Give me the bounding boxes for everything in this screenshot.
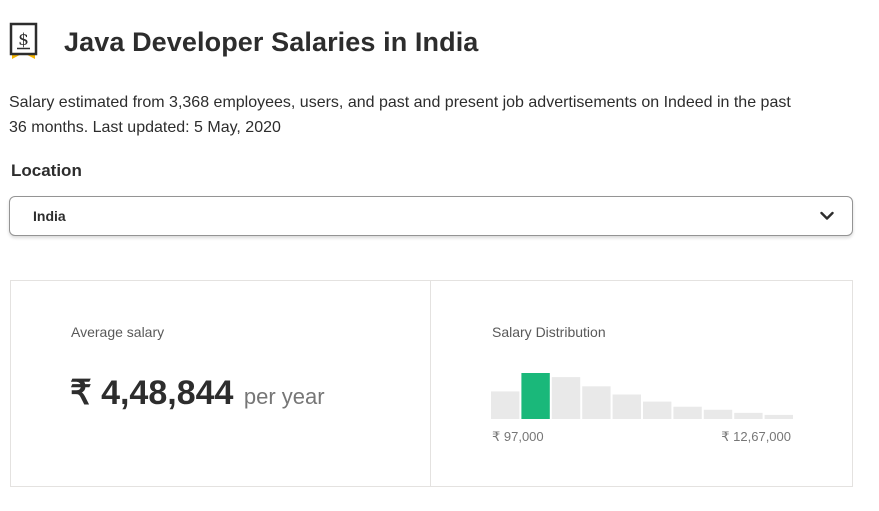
distribution-bar — [551, 377, 581, 419]
location-label: Location — [11, 161, 82, 180]
chevron-down-icon — [820, 211, 834, 220]
average-salary-unit: per year — [243, 384, 325, 409]
distribution-bar — [582, 386, 611, 419]
distribution-bar — [734, 412, 763, 419]
salary-distribution-chart — [491, 373, 793, 419]
location-select[interactable]: India — [9, 196, 853, 236]
salary-source-text: Salary estimated from 3,368 employees, u… — [9, 94, 791, 136]
distribution-bar — [703, 409, 733, 419]
distribution-min-label: ₹ 97,000 — [492, 429, 544, 444]
average-salary-panel: Average salary ₹ 4,48,844 per year — [11, 281, 431, 486]
salary-distribution-panel: Salary Distribution ₹ 97,000 ₹ 12,67,000 — [431, 281, 852, 486]
distribution-max-label: ₹ 12,67,000 — [721, 429, 791, 444]
average-salary-label: Average salary — [71, 324, 165, 340]
average-salary-value: ₹ 4,48,844 — [70, 374, 234, 412]
distribution-bar — [491, 391, 520, 419]
money-icon: $ — [9, 22, 38, 59]
title-row: $ Java Developer Salaries in India — [9, 22, 478, 62]
svg-text:$: $ — [18, 30, 29, 50]
distribution-bar — [643, 401, 672, 419]
average-salary-row: ₹ 4,48,844 per year — [70, 373, 325, 413]
location-selected-value: India — [33, 208, 66, 224]
distribution-bar — [764, 414, 793, 419]
distribution-bar-highlight — [521, 373, 550, 419]
distribution-bar — [673, 406, 702, 419]
salary-card: Average salary ₹ 4,48,844 per year Salar… — [10, 280, 853, 487]
distribution-bar — [612, 394, 641, 419]
salary-distribution-label: Salary Distribution — [492, 324, 606, 340]
page-title: Java Developer Salaries in India — [64, 26, 479, 57]
